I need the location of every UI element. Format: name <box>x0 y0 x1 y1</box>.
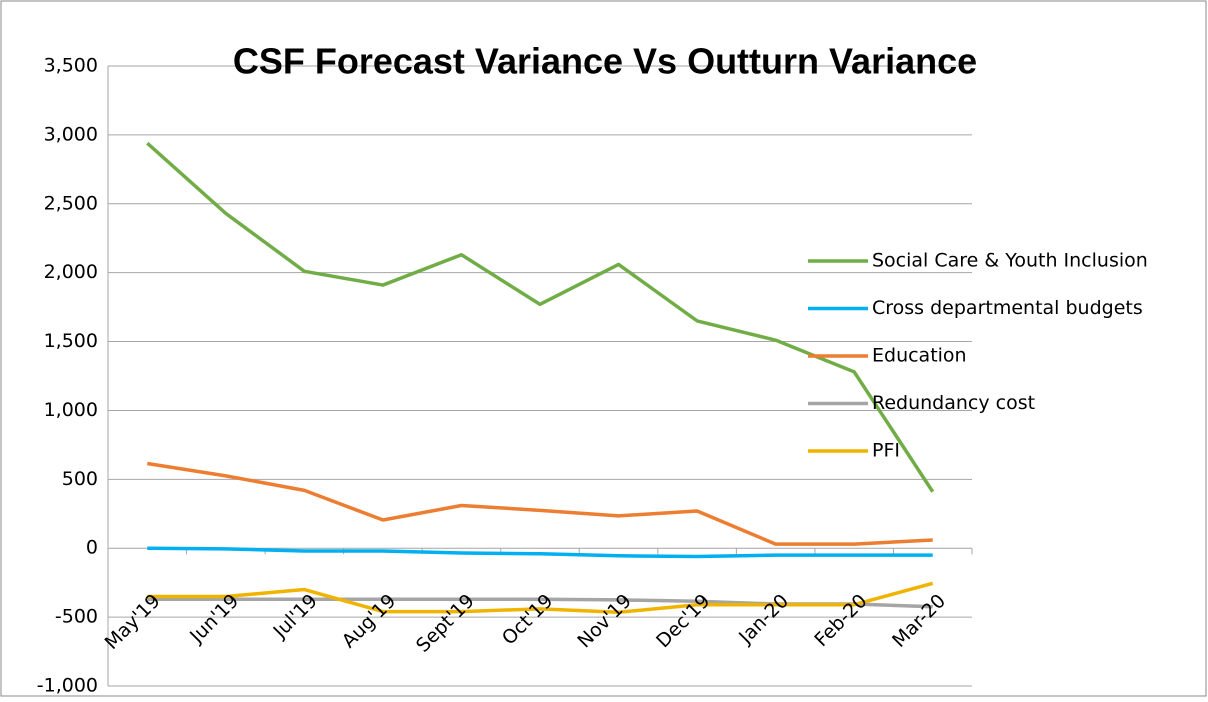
legend-label: Redundancy cost <box>872 392 1035 414</box>
y-tick-label: -1,000 <box>37 675 98 697</box>
y-tick-label: 3,000 <box>44 123 98 145</box>
legend-label: PFI <box>872 440 900 462</box>
chart-title: CSF Forecast Variance Vs Outturn Varianc… <box>233 41 977 82</box>
y-tick-label: 500 <box>62 468 98 490</box>
legend-label: Education <box>872 345 967 367</box>
y-tick-label: -500 <box>55 606 98 628</box>
y-tick-label: 2,000 <box>44 261 98 283</box>
y-tick-label: 2,500 <box>44 192 98 214</box>
lines <box>146 141 935 615</box>
legend-label: Social Care & Youth Inclusion <box>872 250 1148 272</box>
y-tick-label: 3,500 <box>44 55 98 77</box>
series-line <box>147 546 933 559</box>
y-tick-label: 1,000 <box>44 399 98 421</box>
y-tick-label: 0 <box>86 537 98 559</box>
series-line <box>147 461 933 546</box>
legend-label: Cross departmental budgets <box>872 297 1143 319</box>
series-line <box>147 581 934 615</box>
series-line <box>146 141 935 493</box>
y-tick-label: 1,500 <box>44 330 98 352</box>
